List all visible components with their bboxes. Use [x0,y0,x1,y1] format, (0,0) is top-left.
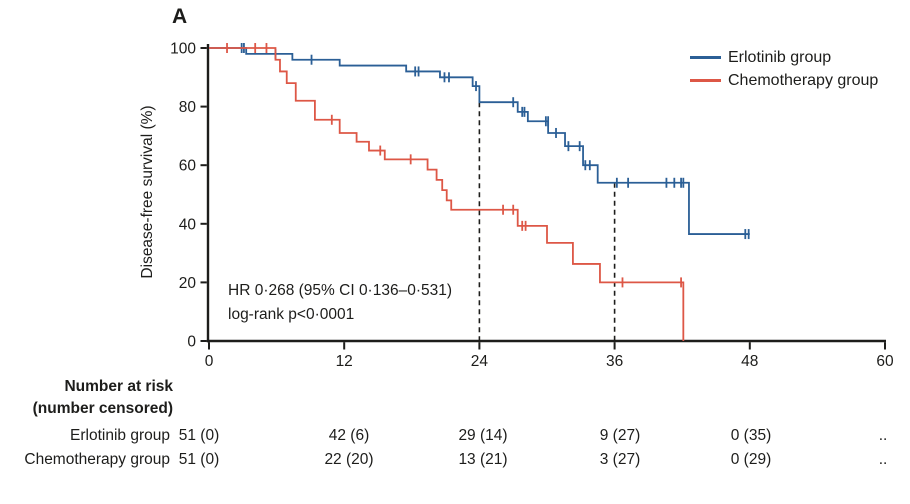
risk-cell: .. [878,451,888,468]
x-tick-label-60: 60 [876,353,894,370]
risk-cell: 22 (20) [324,451,374,468]
risk-cell: 42 (6) [328,427,370,444]
legend-item-erlotinib: Erlotinib group [690,46,878,69]
y-tick-label-100: 100 [170,41,196,58]
y-tick-label-80: 80 [179,99,197,116]
risk-cell: 51 (0) [178,427,220,444]
risk-table-header: Number at risk (number censored) [0,376,173,419]
risk-cell: 9 (27) [599,427,641,444]
chemotherapy-line-swatch [690,79,721,82]
x-tick-label-24: 24 [471,353,489,370]
risk-cell: .. [878,427,888,444]
legend-label-chemotherapy: Chemotherapy group [728,71,879,89]
km-plot: 0 20 40 60 80 100 0 12 24 36 48 60 [170,41,894,371]
hr-annotation: HR 0·268 (95% CI 0·136–0·531) log-rank p… [228,279,452,326]
risk-cell: 13 (21) [458,451,508,468]
risk-row-label: Chemotherapy group [24,451,170,468]
erlotinib-line-swatch [690,56,721,59]
x-tick-label-36: 36 [606,353,623,370]
risk-table-header-line1: Number at risk [64,378,173,395]
y-tick-label-0: 0 [187,334,196,351]
chemotherapy-survival-curve [209,47,685,341]
x-tick-label-48: 48 [741,353,758,370]
risk-cell: 29 (14) [458,427,508,444]
risk-table-header-line2: (number censored) [32,399,173,417]
hr-line: HR 0·268 (95% CI 0·136–0·531) [228,282,453,299]
legend: Erlotinib group Chemotherapy group [690,46,878,92]
y-tick-label-40: 40 [179,216,197,233]
risk-cell: 0 (35) [730,427,772,444]
risk-cell: 51 (0) [178,451,220,468]
risk-cell: 3 (27) [599,451,641,468]
risk-cell: 0 (29) [730,451,772,468]
x-tick-label-12: 12 [336,353,353,370]
legend-item-chemotherapy: Chemotherapy group [690,69,878,92]
y-tick-label-60: 60 [179,158,197,175]
y-tick-label-20: 20 [179,275,197,292]
logrank-line: log-rank p<0·0001 [228,305,355,323]
risk-row-label: Erlotinib group [70,427,170,444]
legend-label-erlotinib: Erlotinib group [728,48,832,66]
panel-label: A [172,5,188,28]
x-tick-label-0: 0 [205,353,214,370]
